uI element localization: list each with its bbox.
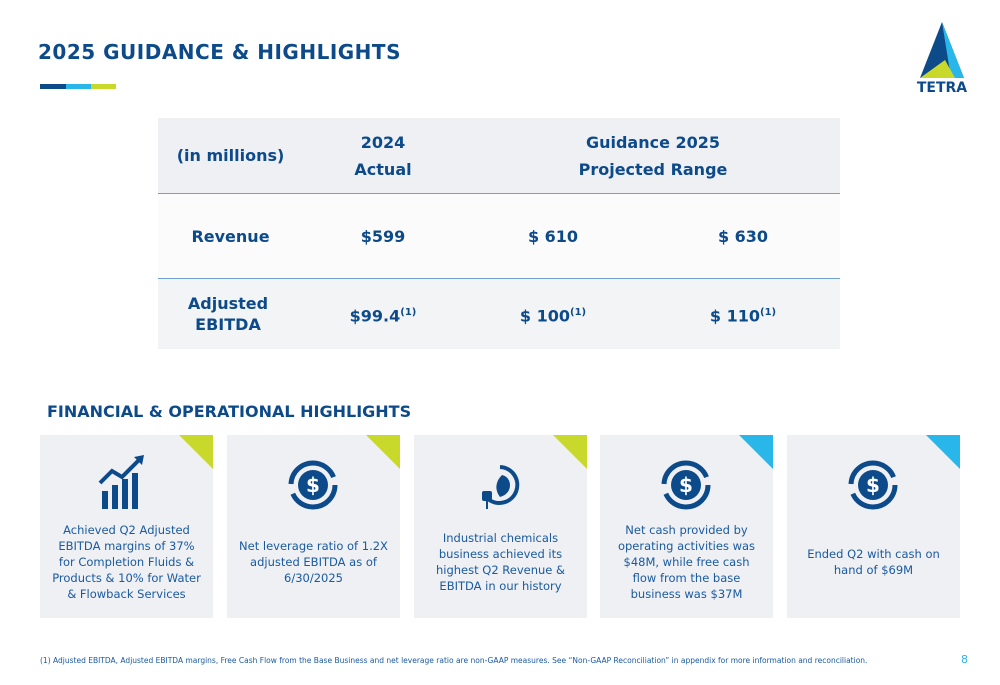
card-text-content: Ended Q2 with cash on hand of $69M: [807, 546, 940, 577]
card-text: Net cash provided by operating activitie…: [610, 515, 763, 608]
cell-text: $ 100: [519, 306, 570, 326]
logo-text: TETRA: [917, 80, 967, 95]
card-icon: $: [848, 460, 898, 510]
card-text: Industrial chemicals business achieved i…: [424, 515, 577, 608]
footnote-marker: (1): [570, 306, 587, 318]
card-text-content: Net cash provided by operating activitie…: [617, 522, 756, 601]
corner-accent: [553, 435, 587, 469]
table-row: Revenue $599 $ 610 $ 630: [158, 194, 840, 279]
svg-text:$: $: [306, 473, 320, 497]
row-label: Adjusted EBITDA: [187, 294, 269, 334]
accent-bar: [40, 84, 66, 89]
header-cell: 2024 Actual: [323, 129, 443, 183]
card-text: Achieved Q2 Adjusted EBITDA margins of 3…: [50, 515, 203, 608]
header-cell: Guidance 2025 Projected Range: [538, 129, 768, 183]
card-icon: [482, 465, 520, 509]
svg-text:$: $: [679, 473, 693, 497]
card-text-content: Achieved Q2 Adjusted EBITDA margins of 3…: [52, 522, 201, 601]
highlight-card: $ Net leverage ratio of 1.2X adjusted EB…: [227, 435, 400, 618]
corner-accent: [926, 435, 960, 469]
footnote: (1) Adjusted EBITDA, Adjusted EBITDA mar…: [40, 656, 868, 665]
table-row: Adjusted EBITDA $99.4(1) $ 100(1) $ 110(…: [158, 279, 840, 349]
accent-bar: [66, 84, 91, 89]
page-number: 8: [961, 653, 968, 666]
cell-text: $99.4: [349, 306, 401, 326]
footnote-marker: (1): [400, 306, 417, 318]
card-text-content: Net leverage ratio of 1.2X adjusted EBIT…: [239, 538, 388, 585]
header-text: 2024: [360, 132, 406, 152]
cell: $ 630: [717, 226, 769, 246]
header-text: Guidance 2025: [585, 132, 721, 152]
cell: $599: [360, 226, 406, 246]
highlight-card: $ Ended Q2 with cash on hand of $69M: [787, 435, 960, 618]
row-label: Revenue: [191, 226, 270, 246]
section-title: FINANCIAL & OPERATIONAL HIGHLIGHTS: [47, 402, 412, 421]
card-text: Net leverage ratio of 1.2X adjusted EBIT…: [237, 515, 390, 608]
cell: $99.4(1): [323, 299, 443, 329]
card-icon: [98, 455, 144, 509]
cell: $ 110(1): [683, 299, 803, 329]
cell-text: $ 110: [709, 306, 760, 326]
card-icon: $: [288, 460, 338, 510]
highlight-card: $ Net cash provided by operating activit…: [600, 435, 773, 618]
svg-text:$: $: [866, 473, 880, 497]
header-row: (in millions) 2024 Actual Guidance 2025 Pr…: [158, 118, 840, 194]
accent-bar: [91, 84, 116, 89]
highlight-card: Achieved Q2 Adjusted EBITDA margins of 3…: [40, 435, 213, 618]
highlight-card: Industrial chemicals business achieved i…: [414, 435, 587, 618]
card-icon: $: [661, 460, 711, 510]
cell: $ 610: [527, 226, 579, 246]
title: 2025 GUIDANCE & HIGHLIGHTS: [38, 40, 401, 64]
header-text: Actual: [354, 159, 412, 179]
corner-accent: [179, 435, 213, 469]
corner-accent: [739, 435, 773, 469]
cell: $ 100(1): [493, 299, 613, 329]
card-text: Ended Q2 with cash on hand of $69M: [797, 515, 950, 608]
header-cell: (in millions): [176, 146, 285, 165]
corner-accent: [366, 435, 400, 469]
logo: TETRA: [917, 22, 967, 95]
footnote-marker: (1): [760, 306, 777, 318]
card-text-content: Industrial chemicals business achieved i…: [435, 530, 566, 593]
header-text: Projected Range: [578, 159, 728, 179]
